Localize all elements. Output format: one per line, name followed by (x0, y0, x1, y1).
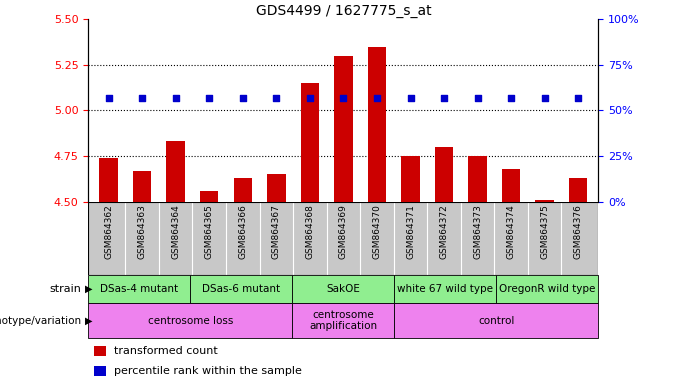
Text: GSM864373: GSM864373 (473, 204, 482, 259)
Bar (88, 275, 190, 303)
Text: white 67 wild type: white 67 wild type (397, 284, 494, 294)
Text: centrosome loss: centrosome loss (148, 316, 233, 326)
Bar (233, 178, 252, 202)
Title: GDS4499 / 1627775_s_at: GDS4499 / 1627775_s_at (256, 4, 431, 18)
Text: GSM864372: GSM864372 (439, 204, 449, 258)
Point (338, 94, 349, 101)
Point (305, 94, 316, 101)
Text: control: control (478, 316, 515, 326)
Bar (292, 303, 394, 338)
Text: ▶: ▶ (85, 284, 92, 294)
Text: GSM864375: GSM864375 (540, 204, 549, 259)
Bar (435, 147, 454, 202)
Text: GSM864368: GSM864368 (305, 204, 314, 259)
Text: transformed count: transformed count (114, 346, 218, 356)
Text: SakOE: SakOE (326, 284, 360, 294)
Bar (469, 156, 487, 202)
Bar (99, 158, 118, 202)
Bar (569, 178, 588, 202)
Bar (401, 156, 420, 202)
Bar (301, 83, 319, 202)
Bar (394, 275, 496, 303)
Point (539, 94, 550, 101)
Text: GSM864364: GSM864364 (171, 204, 180, 258)
Text: OregonR wild type: OregonR wild type (499, 284, 596, 294)
Text: centrosome
amplification: centrosome amplification (309, 310, 377, 331)
Text: percentile rank within the sample: percentile rank within the sample (114, 366, 302, 376)
Text: GSM864369: GSM864369 (339, 204, 348, 259)
Point (204, 94, 215, 101)
Point (506, 94, 517, 101)
Point (405, 94, 416, 101)
Text: GSM864366: GSM864366 (238, 204, 248, 259)
Bar (190, 275, 292, 303)
Text: GSM864371: GSM864371 (406, 204, 415, 259)
Text: DSas-4 mutant: DSas-4 mutant (101, 284, 178, 294)
Text: genotype/variation: genotype/variation (0, 316, 82, 326)
Point (472, 94, 483, 101)
Bar (133, 170, 152, 202)
Text: GSM864370: GSM864370 (373, 204, 381, 259)
Point (371, 94, 382, 101)
Text: GSM864363: GSM864363 (137, 204, 147, 259)
Text: ▶: ▶ (85, 316, 92, 326)
Bar (394, 303, 598, 338)
Text: DSas-6 mutant: DSas-6 mutant (203, 284, 280, 294)
Bar (88, 303, 292, 338)
Bar (94, 366, 106, 376)
Text: GSM864362: GSM864362 (104, 204, 113, 258)
Text: GSM864367: GSM864367 (272, 204, 281, 259)
Bar (334, 56, 353, 202)
Bar (94, 346, 106, 356)
Point (103, 94, 114, 101)
Bar (200, 191, 218, 202)
Bar (496, 275, 598, 303)
Point (573, 94, 583, 101)
Point (271, 94, 282, 101)
Point (170, 94, 181, 101)
Bar (292, 275, 394, 303)
Bar (535, 200, 554, 202)
Bar (368, 46, 386, 202)
Text: GSM864365: GSM864365 (205, 204, 214, 259)
Point (439, 94, 449, 101)
Bar (267, 174, 286, 202)
Text: GSM864376: GSM864376 (574, 204, 583, 259)
Bar (167, 141, 185, 202)
Point (137, 94, 148, 101)
Text: strain: strain (50, 284, 82, 294)
Bar (502, 169, 520, 202)
Text: GSM864374: GSM864374 (507, 204, 515, 258)
Point (237, 94, 248, 101)
